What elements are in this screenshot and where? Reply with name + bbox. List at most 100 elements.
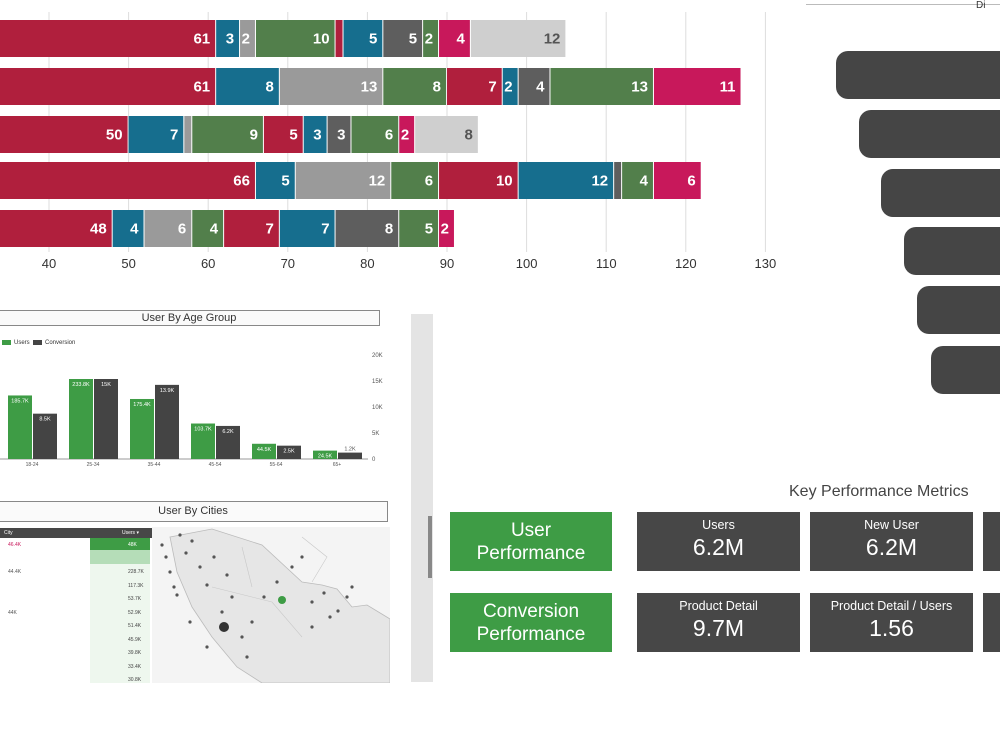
stack-segment[interactable] (327, 116, 351, 153)
stack-segment[interactable] (263, 116, 303, 153)
stack-segment[interactable] (335, 210, 399, 247)
map-city-dot[interactable] (245, 655, 249, 659)
map-city-dot[interactable] (184, 551, 188, 555)
city-row-users[interactable]: 53.7K (128, 596, 142, 602)
stack-segment[interactable] (550, 68, 653, 105)
map-city-dot[interactable] (350, 585, 354, 589)
city-row-users[interactable]: 39.8K (128, 650, 142, 656)
stack-segment[interactable] (383, 20, 423, 57)
stack-segment[interactable] (192, 116, 263, 153)
stack-segment[interactable] (255, 20, 335, 57)
stack-segment[interactable] (502, 68, 518, 105)
map-city-dot[interactable] (188, 620, 192, 624)
stack-segment[interactable] (0, 68, 216, 105)
stack-segment[interactable] (391, 162, 439, 199)
city-row-users[interactable]: 48K (128, 542, 137, 548)
map-city-dot[interactable] (250, 620, 254, 624)
stack-segment[interactable] (653, 162, 701, 199)
stack-segment[interactable] (295, 162, 391, 199)
map-city-dot[interactable] (262, 595, 266, 599)
stack-segment[interactable] (128, 116, 184, 153)
map-city-dot[interactable] (172, 585, 176, 589)
map-city-dot[interactable] (198, 565, 202, 569)
map-city-dot[interactable] (322, 591, 326, 595)
map-city-dot[interactable] (220, 610, 224, 614)
cities-map[interactable] (152, 527, 390, 683)
stack-segment[interactable] (279, 68, 383, 105)
stack-segment[interactable] (0, 20, 216, 57)
city-row-users[interactable]: 117.3K (128, 582, 144, 589)
stack-segment[interactable] (335, 20, 343, 57)
stack-segment[interactable] (622, 162, 653, 199)
stack-segment[interactable] (279, 210, 335, 247)
user-performance-button[interactable]: User Performance (450, 512, 612, 571)
conversion-bar[interactable] (94, 379, 118, 459)
map-city-dot[interactable] (336, 609, 340, 613)
stack-segment[interactable] (470, 20, 566, 57)
map-city-dot[interactable] (160, 543, 164, 547)
map-city-dot[interactable] (225, 573, 229, 577)
stack-segment[interactable] (518, 162, 614, 199)
stack-segment[interactable] (351, 116, 399, 153)
map-city-dot[interactable] (168, 570, 172, 574)
panel-scrollbar-track[interactable] (411, 314, 433, 682)
conversion-performance-button[interactable]: Conversion Performance (450, 593, 612, 652)
conversion-bar[interactable] (155, 384, 179, 459)
stack-segment[interactable] (303, 116, 327, 153)
map-city-dot[interactable] (328, 615, 332, 619)
stack-segment[interactable] (439, 162, 518, 199)
panel-scrollbar-thumb[interactable] (428, 516, 432, 578)
city-row-users[interactable]: 52.9K (128, 609, 142, 616)
map-city-dot[interactable] (178, 533, 182, 537)
map-city-dot[interactable] (190, 539, 194, 543)
map-city-dot[interactable] (310, 600, 314, 604)
stack-segment[interactable] (0, 162, 255, 199)
users-bar[interactable] (69, 379, 93, 459)
city-row-users[interactable]: 228.7K (128, 569, 144, 575)
stack-segment[interactable] (0, 116, 128, 153)
map-city-dot[interactable] (205, 583, 209, 587)
map-city-dot[interactable] (310, 625, 314, 629)
stack-segment[interactable] (439, 20, 470, 57)
map-city-dot[interactable] (345, 595, 349, 599)
users-bar[interactable] (191, 423, 215, 459)
users-bar[interactable] (313, 450, 337, 459)
city-row-users[interactable]: 51.4K (128, 623, 142, 629)
stack-segment[interactable] (343, 20, 383, 57)
conversion-bar[interactable] (33, 413, 57, 459)
conversion-bar[interactable] (216, 425, 240, 459)
stack-segment[interactable] (216, 20, 240, 57)
stack-segment[interactable] (423, 20, 439, 57)
stack-segment[interactable] (439, 210, 454, 247)
conversion-bar[interactable] (277, 445, 301, 459)
stack-segment[interactable] (614, 162, 622, 199)
stack-segment[interactable] (216, 68, 279, 105)
stack-segment[interactable] (255, 162, 295, 199)
map-city-dot[interactable] (290, 565, 294, 569)
map-city-dot[interactable] (164, 555, 168, 559)
map-city-dot-large[interactable] (219, 622, 229, 632)
map-city-dot[interactable] (275, 580, 279, 584)
map-city-dot[interactable] (240, 635, 244, 639)
map-city-dot[interactable] (175, 593, 179, 597)
stack-segment[interactable] (0, 210, 112, 247)
map-city-dot[interactable] (212, 555, 216, 559)
stack-segment[interactable] (415, 116, 478, 153)
stack-segment[interactable] (144, 210, 192, 247)
city-row-users[interactable]: 45.9K (128, 636, 142, 643)
stack-segment[interactable] (447, 68, 502, 105)
users-bar[interactable] (130, 398, 154, 459)
stack-segment[interactable] (184, 116, 192, 153)
city-row-users[interactable]: 30.8K (128, 677, 142, 683)
stack-segment[interactable] (399, 116, 415, 153)
stack-segment[interactable] (224, 210, 279, 247)
stack-segment[interactable] (653, 68, 741, 105)
map-city-dot[interactable] (300, 555, 304, 559)
map-city-dot-highlight[interactable] (278, 596, 286, 604)
city-row-name[interactable]: 44.4K (8, 569, 22, 575)
city-row-name[interactable]: 46.4K (8, 542, 22, 548)
stack-segment[interactable] (240, 20, 255, 57)
map-city-dot[interactable] (230, 595, 234, 599)
city-row-name[interactable]: 44K (8, 609, 17, 616)
city-row-users[interactable]: 33.4K (128, 663, 142, 670)
